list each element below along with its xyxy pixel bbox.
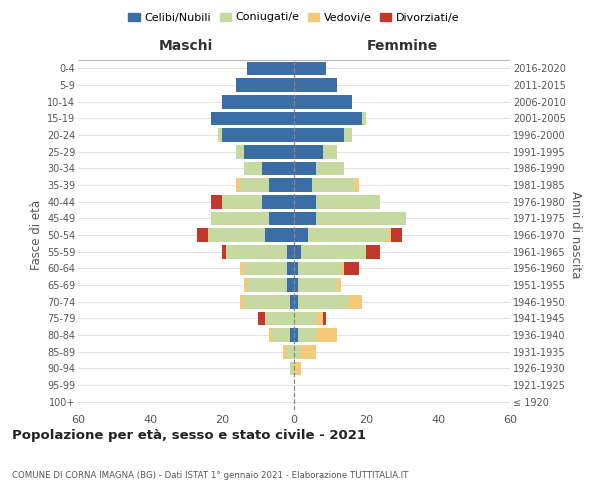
Bar [262, 195, 294, 208]
Bar [258, 312, 265, 325]
Bar [222, 128, 294, 142]
Bar [294, 212, 316, 225]
Bar [244, 162, 262, 175]
Text: COMUNE DI CORNA IMAGNA (BG) - Dati ISTAT 1° gennaio 2021 - Elaborazione TUTTITAL: COMUNE DI CORNA IMAGNA (BG) - Dati ISTAT… [12, 471, 409, 480]
Bar [222, 245, 226, 258]
Bar [298, 295, 348, 308]
Bar [366, 245, 380, 258]
Bar [244, 278, 247, 292]
Text: Popolazione per età, sesso e stato civile - 2021: Popolazione per età, sesso e stato civil… [12, 430, 366, 442]
Bar [294, 328, 298, 342]
Y-axis label: Anni di nascita: Anni di nascita [569, 192, 583, 278]
Bar [294, 178, 312, 192]
Bar [294, 145, 323, 158]
Bar [294, 295, 298, 308]
Bar [211, 212, 269, 225]
Bar [269, 212, 294, 225]
Text: Femmine: Femmine [367, 40, 437, 54]
Bar [211, 112, 294, 125]
Bar [298, 262, 341, 275]
Bar [344, 128, 352, 142]
Bar [301, 345, 316, 358]
Bar [301, 245, 366, 258]
Bar [244, 145, 294, 158]
Bar [290, 362, 294, 375]
Bar [294, 228, 308, 242]
Bar [265, 228, 294, 242]
Bar [316, 162, 344, 175]
Bar [316, 312, 323, 325]
Bar [294, 62, 326, 75]
Bar [269, 178, 294, 192]
Bar [236, 145, 244, 158]
Bar [287, 245, 294, 258]
Bar [391, 228, 402, 242]
Bar [312, 178, 355, 192]
Bar [283, 345, 287, 358]
Bar [287, 345, 294, 358]
Bar [236, 78, 294, 92]
Text: Maschi: Maschi [159, 40, 213, 54]
Bar [265, 312, 294, 325]
Bar [208, 228, 265, 242]
Bar [262, 162, 294, 175]
Bar [344, 262, 359, 275]
Bar [244, 295, 290, 308]
Bar [362, 112, 366, 125]
Bar [226, 245, 287, 258]
Bar [323, 145, 337, 158]
Bar [298, 278, 337, 292]
Bar [218, 128, 222, 142]
Bar [240, 295, 244, 308]
Bar [269, 328, 272, 342]
Bar [341, 262, 344, 275]
Bar [247, 278, 287, 292]
Bar [236, 178, 240, 192]
Bar [272, 328, 290, 342]
Legend: Celibi/Nubili, Coniugati/e, Vedovi/e, Divorziati/e: Celibi/Nubili, Coniugati/e, Vedovi/e, Di… [124, 8, 464, 27]
Bar [348, 295, 362, 308]
Bar [316, 212, 406, 225]
Bar [240, 262, 244, 275]
Y-axis label: Fasce di età: Fasce di età [29, 200, 43, 270]
Bar [222, 195, 262, 208]
Bar [287, 262, 294, 275]
Bar [244, 262, 287, 275]
Bar [294, 362, 301, 375]
Bar [222, 95, 294, 108]
Bar [294, 112, 362, 125]
Bar [316, 328, 337, 342]
Bar [294, 95, 352, 108]
Bar [294, 78, 337, 92]
Bar [294, 278, 298, 292]
Bar [240, 178, 269, 192]
Bar [290, 295, 294, 308]
Bar [247, 62, 294, 75]
Bar [294, 245, 301, 258]
Bar [294, 195, 316, 208]
Bar [211, 195, 222, 208]
Bar [294, 312, 316, 325]
Bar [308, 228, 388, 242]
Bar [294, 128, 344, 142]
Bar [337, 278, 341, 292]
Bar [287, 278, 294, 292]
Bar [316, 195, 380, 208]
Bar [388, 228, 391, 242]
Bar [355, 178, 359, 192]
Bar [323, 312, 326, 325]
Bar [294, 345, 301, 358]
Bar [197, 228, 208, 242]
Bar [294, 162, 316, 175]
Bar [294, 262, 298, 275]
Bar [298, 328, 316, 342]
Bar [290, 328, 294, 342]
